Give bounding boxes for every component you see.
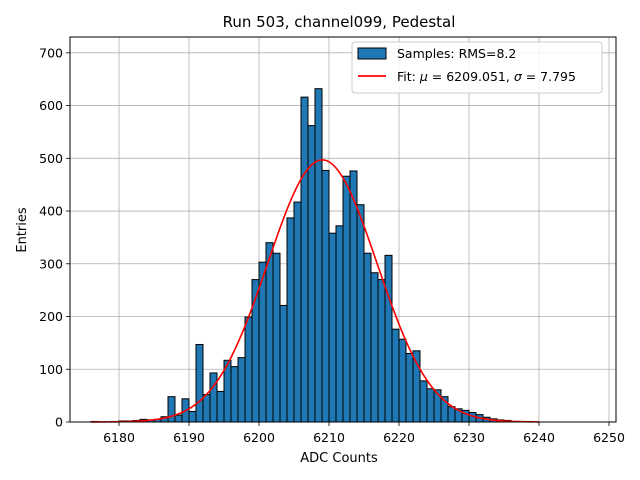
legend-samples-label: Samples: RMS=8.2 [397, 46, 516, 61]
histogram-bar [384, 254, 393, 423]
x-tick-label: 6250 [593, 430, 625, 445]
legend-box [351, 41, 603, 94]
histogram-bar [300, 96, 309, 423]
legend-fit-prefix: Fit: [397, 69, 420, 84]
histogram-bar [342, 175, 351, 423]
histogram-bar [363, 252, 372, 423]
legend-sigma-symbol: σ [514, 69, 523, 84]
x-tick-label: 6210 [313, 430, 345, 445]
histogram-bar [286, 217, 295, 423]
y-tick-label: 500 [39, 151, 63, 166]
histogram-bar [202, 394, 211, 423]
histogram-bar [405, 352, 414, 423]
y-tick-label: 0 [55, 415, 63, 430]
x-tick-label: 6220 [383, 430, 415, 445]
histogram-bar [216, 390, 225, 423]
plot-frame [69, 36, 617, 423]
histogram-bars [90, 88, 533, 423]
histogram-bar [314, 88, 323, 423]
histogram-bar [447, 406, 456, 423]
histogram-bar [398, 338, 407, 423]
x-tick-label: 6240 [523, 430, 555, 445]
histogram-bar [335, 225, 344, 423]
x-axis-ticks: 6180 6190 6200 6210 6220 6230 6240 6250 [103, 422, 625, 445]
x-tick-label: 6230 [453, 430, 485, 445]
legend-samples-swatch [357, 47, 387, 60]
histogram-bar [272, 252, 281, 423]
histogram-bar [209, 372, 218, 423]
histogram-bar [307, 125, 316, 423]
y-tick-label: 600 [39, 98, 63, 113]
y-tick-label: 300 [39, 256, 63, 271]
histogram-bar [167, 396, 176, 423]
legend-mu-symbol: μ [419, 69, 428, 84]
histogram-bar [174, 414, 183, 423]
histogram-bar [195, 343, 204, 423]
histogram-bar [321, 169, 330, 423]
chart-title: Run 503, channel099, Pedestal [223, 13, 456, 31]
histogram-bar [356, 204, 365, 423]
histogram-bar [426, 388, 435, 423]
histogram-bar [237, 357, 246, 423]
y-tick-label: 100 [39, 362, 63, 377]
y-tick-label: 700 [39, 45, 63, 60]
y-tick-label: 400 [39, 204, 63, 219]
x-axis-label: ADC Counts [300, 451, 378, 466]
y-tick-label: 200 [39, 309, 63, 324]
x-tick-label: 6200 [243, 430, 275, 445]
histogram-bar [370, 272, 379, 423]
x-tick-label: 6190 [173, 430, 205, 445]
histogram-bar [293, 201, 302, 423]
legend: Samples: RMS=8.2 Fit: μ = 6209.051, σ = … [351, 41, 603, 94]
histogram-bar [391, 328, 400, 423]
legend-fit-label: Fit: μ = 6209.051, σ = 7.795 [397, 69, 576, 84]
histogram-bar [188, 410, 197, 423]
histogram-bar [328, 232, 337, 423]
y-axis-label: Entries [15, 207, 30, 253]
histogram-bar [244, 316, 253, 423]
histogram-bar [230, 366, 239, 423]
histogram-bar [251, 279, 260, 423]
histogram-bar [419, 380, 428, 423]
x-tick-label: 6180 [103, 430, 135, 445]
histogram-bar [349, 170, 358, 423]
gaussian-fit-curve [90, 159, 540, 423]
legend-fit-mu-value: = 6209.051, [428, 69, 514, 84]
histogram-bar [377, 279, 386, 423]
histogram-bar [279, 304, 288, 423]
legend-fit-sigma-value: = 7.795 [522, 69, 576, 84]
histogram-bar [265, 242, 274, 423]
y-axis-ticks: 0 100 200 300 400 500 600 700 [39, 45, 70, 430]
